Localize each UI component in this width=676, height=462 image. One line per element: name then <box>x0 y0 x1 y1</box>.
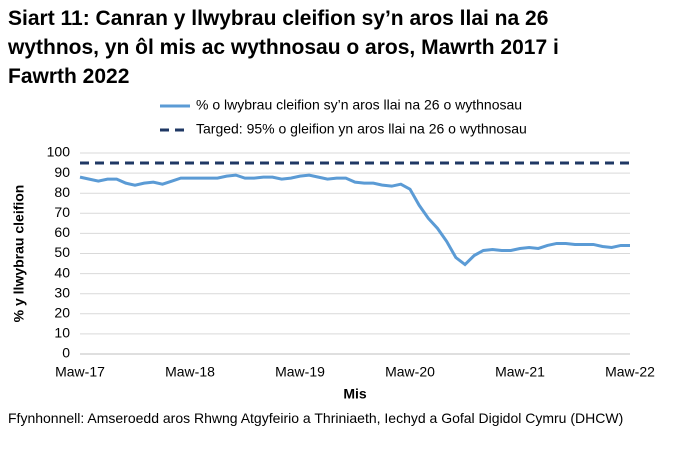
source-note: Ffynhonnell: Amseroedd aros Rhwng Atgyfe… <box>8 410 624 426</box>
y-tick-label: 80 <box>54 184 70 200</box>
y-tick-label: 0 <box>62 345 70 361</box>
x-tick-label: Maw-21 <box>495 364 545 380</box>
y-tick-label: 50 <box>54 244 70 260</box>
x-tick-label: Maw-19 <box>275 364 325 380</box>
y-tick-label: 40 <box>54 264 70 280</box>
x-tick-label: Maw-22 <box>605 364 655 380</box>
x-tick-label: Maw-18 <box>165 364 215 380</box>
y-tick-label: 10 <box>54 325 70 341</box>
y-tick-label: 100 <box>47 144 71 160</box>
chart-title: Siart 11: Canran y llwybrau cleifion sy’… <box>8 7 559 88</box>
x-tick-label: Maw-20 <box>385 364 435 380</box>
y-tick-label: 60 <box>54 224 70 240</box>
x-axis-title: Mis <box>343 386 367 402</box>
y-tick-label: 30 <box>54 284 70 300</box>
x-tick-label: Maw-17 <box>55 364 105 380</box>
legend-label: % o lwybrau cleifion sy’n aros llai na 2… <box>196 97 522 113</box>
legend-label: Targed: 95% o gleifion yn aros llai na 2… <box>196 121 527 137</box>
y-tick-label: 90 <box>54 164 70 180</box>
y-tick-label: 20 <box>54 305 70 321</box>
series-line <box>79 173 630 267</box>
y-axis-title: % y llwybrau cleifion <box>11 185 27 323</box>
y-tick-label: 70 <box>54 204 70 220</box>
